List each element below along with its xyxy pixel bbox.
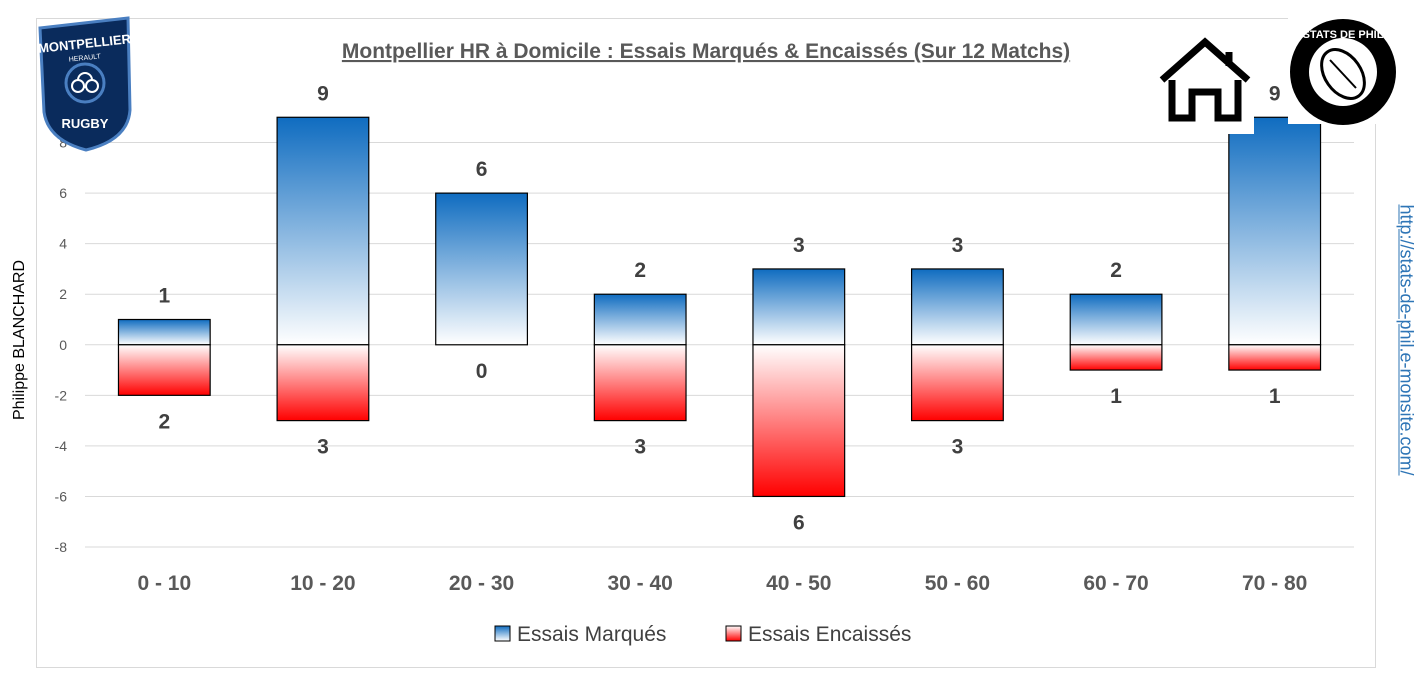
montpellier-logo-sub: HERAULT	[68, 53, 101, 63]
y-tick-label: 8	[59, 135, 67, 151]
x-tick-label: 60 - 70	[1083, 572, 1148, 595]
y-tick-label: -6	[55, 488, 68, 504]
x-tick-label: 0 - 10	[137, 572, 191, 595]
data-label-marques: 9	[317, 82, 329, 105]
x-tick-label: 50 - 60	[925, 572, 990, 595]
data-labels: 1 2 9 3 6 0 2 3 3 6 3 3 2 1 9 1	[158, 82, 1280, 534]
y-tick-label: 4	[59, 236, 67, 252]
y-axis-labels: -8 -6 -4 -2 0 2 4 6 8	[55, 135, 68, 555]
bar-essais-encaisses	[276, 344, 370, 422]
bar-essais-marques	[435, 192, 529, 346]
x-tick-label: 10 - 20	[290, 572, 355, 595]
bar-essais-marques	[1069, 293, 1163, 346]
y-tick-label: -8	[55, 539, 68, 555]
legend-swatch-encaisses	[725, 625, 742, 642]
stats-de-phil-logo: STATS DE PHIL	[1288, 18, 1398, 125]
data-label-encaisses: 6	[793, 511, 805, 534]
montpellier-logo: MONTPELLIER HERAULT RUGBY	[37, 16, 132, 152]
data-label-marques: 6	[476, 158, 488, 181]
data-label-encaisses: 1	[1110, 385, 1122, 408]
data-label-marques: 3	[793, 234, 805, 257]
y-tick-label: -4	[55, 438, 68, 454]
montpellier-logo-rugby: RUGBY	[62, 116, 109, 131]
data-label-marques: 9	[1269, 82, 1281, 105]
grid	[85, 142, 1354, 548]
bar-essais-marques	[1228, 116, 1322, 346]
legend-label-encaisses: Essais Encaissés	[748, 623, 911, 646]
data-label-encaisses: 3	[634, 436, 646, 459]
data-label-marques: 2	[1110, 259, 1122, 282]
data-label-encaisses: 3	[317, 436, 329, 459]
x-tick-label: 30 - 40	[607, 572, 672, 595]
bars	[117, 116, 1322, 498]
bar-essais-marques	[276, 116, 370, 346]
bar-essais-encaisses	[117, 344, 211, 396]
bar-essais-marques	[117, 318, 211, 346]
x-tick-label: 40 - 50	[766, 572, 831, 595]
website-link[interactable]: http://stats-de-phil.e-monsite.com/	[1396, 204, 1417, 476]
y-tick-label: 2	[59, 286, 67, 302]
bar-essais-encaisses	[1228, 344, 1322, 371]
x-tick-label: 70 - 80	[1242, 572, 1307, 595]
stats-de-phil-logo-text: STATS DE PHIL	[1303, 29, 1384, 41]
y-tick-label: 6	[59, 185, 67, 201]
bar-essais-encaisses	[593, 344, 687, 422]
chart-frame	[36, 18, 1376, 668]
data-label-encaisses: 0	[476, 360, 488, 383]
data-label-marques: 3	[952, 234, 964, 257]
bar-essais-encaisses	[752, 344, 846, 498]
data-label-encaisses: 3	[952, 436, 964, 459]
bar-essais-encaisses	[910, 344, 1004, 422]
author-label: Philippe BLANCHARD	[11, 259, 28, 421]
bar-essais-marques	[593, 293, 687, 346]
legend-swatch-marques	[494, 625, 511, 642]
y-tick-label: -2	[55, 387, 68, 403]
bar-essais-marques	[910, 268, 1004, 346]
y-tick-label: 0	[59, 337, 67, 353]
x-axis-labels: 0 - 10 10 - 20 20 - 30 30 - 40 40 - 50 50 - 6…	[137, 572, 1307, 595]
data-label-encaisses: 2	[158, 410, 170, 433]
legend-label-marques: Essais Marqués	[517, 623, 666, 646]
bar-essais-marques	[752, 268, 846, 346]
chart-title: Montpellier HR à Domicile : Essais Marqu…	[342, 40, 1070, 63]
data-label-encaisses: 1	[1269, 385, 1281, 408]
house-icon	[1150, 36, 1254, 134]
legend: Essais Marqués Essais Encaissés	[494, 623, 911, 646]
data-label-marques: 1	[158, 285, 170, 308]
bar-essais-encaisses	[1069, 344, 1163, 371]
data-label-marques: 2	[634, 259, 646, 282]
x-tick-label: 20 - 30	[449, 572, 514, 595]
